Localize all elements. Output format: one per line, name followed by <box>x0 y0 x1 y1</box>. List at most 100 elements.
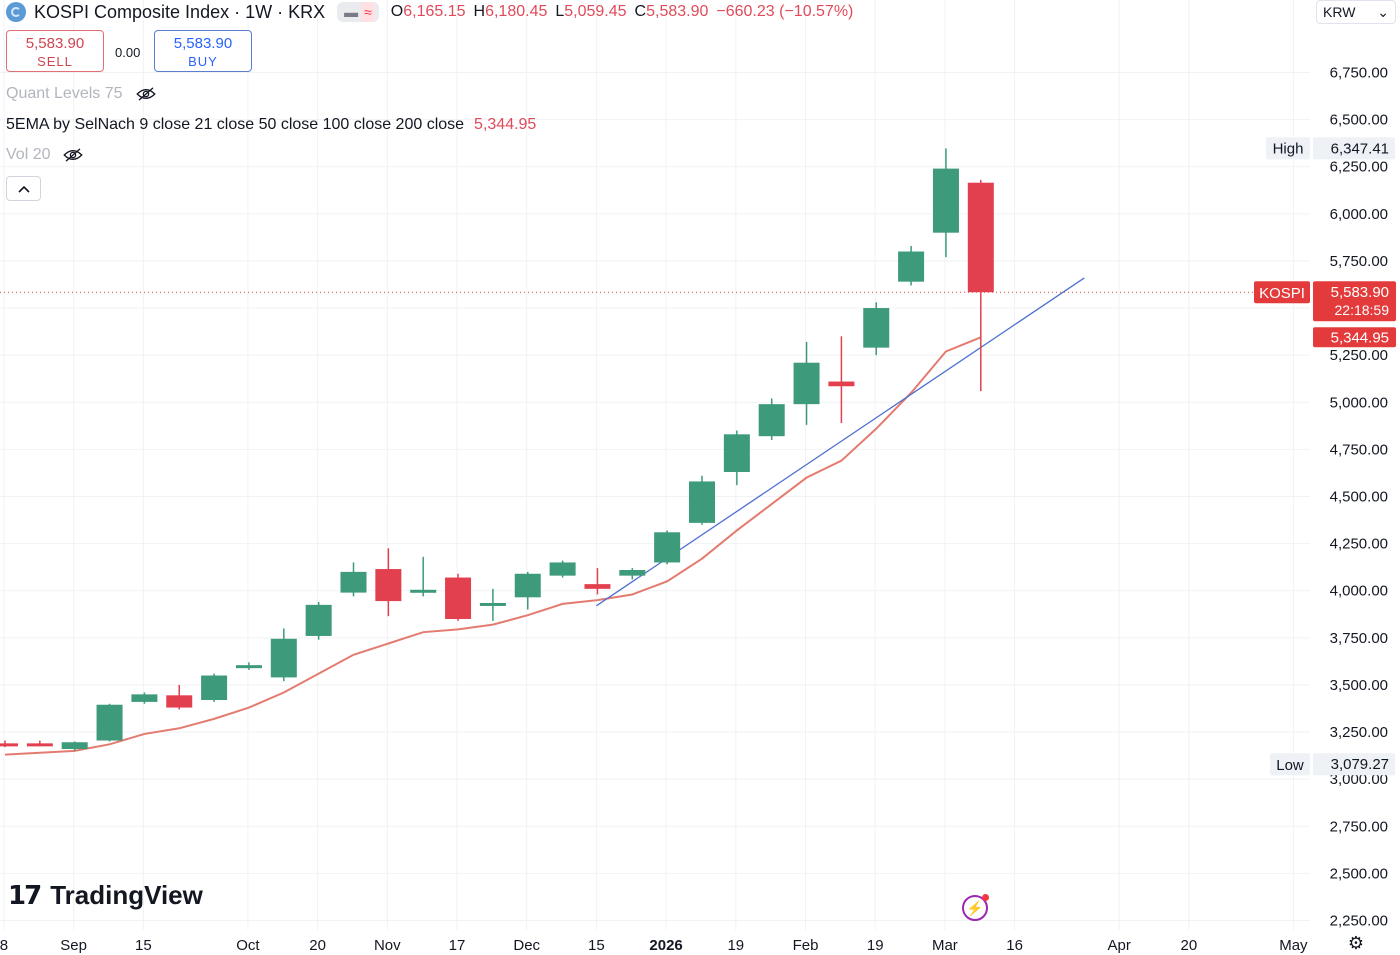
candle-body <box>375 569 402 602</box>
tradingview-wordmark: TradingView <box>50 880 203 910</box>
candle <box>61 741 88 751</box>
ema-indicator-label: 5EMA by SelNach 9 close 21 close 50 clos… <box>6 116 465 133</box>
price-tick-label: 4,250.00 <box>1330 536 1388 553</box>
time-tick-label: 17 <box>449 937 466 954</box>
price-tick-label: 3,250.00 <box>1330 724 1388 741</box>
high-value: 6,347.41 <box>1331 140 1389 157</box>
candle <box>201 673 228 702</box>
time-tick-label: 19 <box>727 937 744 954</box>
ohlc-low-key: L <box>555 3 565 20</box>
candle <box>305 602 332 640</box>
candle <box>445 573 472 621</box>
price-tick-label: 3,750.00 <box>1330 630 1388 647</box>
candle-body <box>932 168 959 233</box>
candle-body <box>96 704 123 741</box>
time-tick-label: Sep <box>60 937 87 954</box>
indicator-volume[interactable]: Vol 20 <box>6 146 84 164</box>
ohlc-low: L5,059.45 <box>555 3 626 21</box>
price-tick-label: 4,000.00 <box>1330 583 1388 600</box>
symbol-tag-bg <box>1254 281 1310 304</box>
ohlc-close-key: C <box>634 3 647 20</box>
candles <box>0 148 994 751</box>
quant-levels-label: Quant Levels 75 <box>6 85 123 102</box>
candle <box>793 341 820 425</box>
candle <box>549 560 576 578</box>
candle-body <box>166 695 193 708</box>
ohlc-high-value: 6,180.45 <box>485 3 548 20</box>
candle-body <box>619 569 646 576</box>
gear-icon[interactable]: ⚙ <box>1347 933 1365 953</box>
candle-body <box>410 589 437 593</box>
chart-style-pill[interactable]: ▬ ≈ <box>337 2 379 22</box>
candle <box>410 556 437 597</box>
candle-body <box>131 694 158 702</box>
time-tick-label: Feb <box>793 937 819 954</box>
price-tick-label: 6,000.00 <box>1330 206 1388 223</box>
collapse-legend-button[interactable] <box>6 176 41 201</box>
candle-body <box>201 675 228 701</box>
candle-body <box>340 571 367 593</box>
candle <box>932 148 959 258</box>
hidden-eye-icon[interactable] <box>135 87 157 101</box>
hidden-eye-icon[interactable] <box>62 148 84 162</box>
candle <box>514 571 541 610</box>
price-tick-label: 5,750.00 <box>1330 253 1388 270</box>
price-tick-label: 5,000.00 <box>1330 394 1388 411</box>
chevron-down-icon: ⌄ <box>1377 3 1389 20</box>
price-tick-label: 3,000.00 <box>1330 771 1388 788</box>
price-tick-label: 6,250.00 <box>1330 159 1388 176</box>
low-label-bg <box>1270 753 1310 776</box>
candle-body <box>235 665 262 669</box>
candle-body <box>793 362 820 405</box>
line-style-icon[interactable]: ▬ <box>344 4 359 20</box>
candle <box>723 430 750 486</box>
candle <box>689 475 715 525</box>
buy-price: 5,583.90 <box>173 35 233 52</box>
candle-body <box>549 562 576 576</box>
ohlc-high-key: H <box>473 3 486 20</box>
sell-button[interactable]: 5,583.90 SELL <box>6 30 104 72</box>
currency-label: KRW <box>1323 4 1356 20</box>
symbol-tag: KOSPI <box>1259 285 1305 302</box>
candle <box>619 568 646 580</box>
candle <box>270 628 297 682</box>
buy-button[interactable]: 5,583.90 BUY <box>154 30 252 72</box>
last-price-tag-bg <box>1313 281 1396 322</box>
candle <box>131 692 158 704</box>
candle-body <box>723 434 750 473</box>
bar-countdown: 22:18:59 <box>1335 302 1390 318</box>
time-tick-label: 15 <box>135 937 152 954</box>
time-tick-label: Oct <box>236 937 260 954</box>
candle-body <box>967 182 994 293</box>
tradingview-logo[interactable]: 17 TradingView <box>8 880 203 911</box>
candle <box>967 179 994 392</box>
currency-select[interactable]: KRW ⌄ <box>1316 0 1396 24</box>
candle <box>340 562 367 597</box>
ema-tag-bg <box>1313 327 1396 348</box>
indicator-ema[interactable]: 5EMA by SelNach 9 close 21 close 50 clos… <box>6 116 536 134</box>
indicator-quant-levels[interactable]: Quant Levels 75 <box>6 85 157 103</box>
time-axis: 8 Sep 15 Oct 20 Nov 17 Dec 15 2026 19 Feb 19 Mar 16 Apr… <box>0 937 1308 954</box>
candle <box>584 568 611 595</box>
candle <box>654 530 681 565</box>
candle-body <box>654 532 681 563</box>
sell-price: 5,583.90 <box>25 35 85 52</box>
tradingview-mark-icon: 17 <box>8 880 42 911</box>
candle-body <box>689 481 715 523</box>
candle-body <box>305 604 332 636</box>
symbol-title[interactable]: KOSPI Composite Index · 1W · KRX <box>34 1 326 22</box>
lightning-icon[interactable]: ⚡ <box>962 894 989 921</box>
last-price-tag: 5,583.90 <box>1331 284 1389 301</box>
compare-icon[interactable]: ≈ <box>361 2 375 22</box>
price-change: −660.23 (−10.57%) <box>716 3 854 20</box>
ema-line <box>4 336 982 756</box>
candle <box>26 740 53 747</box>
spread-value: 0.00 <box>115 45 141 60</box>
candle-body <box>828 381 855 387</box>
time-tick-label: 19 <box>867 937 884 954</box>
price-tick-label: 6,500.00 <box>1330 112 1388 129</box>
candle-body <box>270 638 297 678</box>
volume-label: Vol 20 <box>6 146 51 163</box>
buy-label: BUY <box>188 54 218 69</box>
